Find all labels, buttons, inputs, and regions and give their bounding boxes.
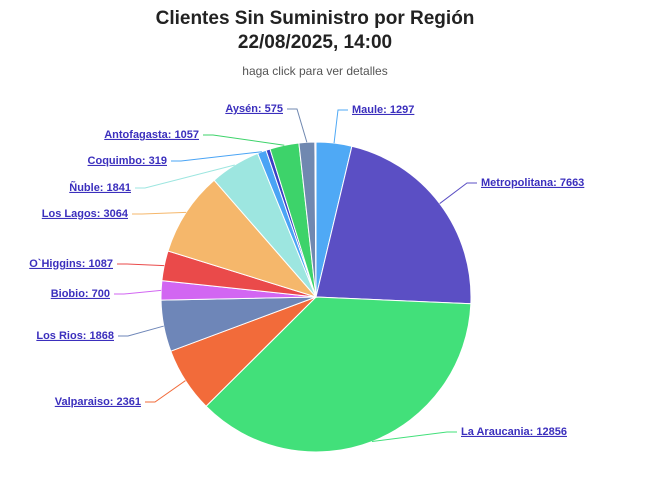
pie-slice[interactable] xyxy=(315,145,472,305)
leader-line xyxy=(203,134,285,146)
chart-title: 22/08/2025, 14:00 xyxy=(238,32,392,53)
data-label[interactable]: Valparaiso: 2361 xyxy=(55,396,141,408)
data-label[interactable]: Ñuble: 1841 xyxy=(69,181,131,194)
data-label[interactable]: Biobio: 700 xyxy=(51,288,110,300)
data-label[interactable]: Maule: 1297 xyxy=(352,104,414,116)
leader-line xyxy=(439,182,477,204)
pie-slice[interactable] xyxy=(314,141,317,298)
leader-line xyxy=(118,325,164,337)
data-label[interactable]: La Araucania: 12856 xyxy=(461,426,567,438)
data-label[interactable]: Antofagasta: 1057 xyxy=(104,129,199,141)
leader-line xyxy=(371,431,457,443)
leader-line xyxy=(135,164,235,189)
data-label[interactable]: Los Lagos: 3064 xyxy=(42,208,129,220)
leader-line xyxy=(333,109,348,144)
data-label[interactable]: Los Rios: 1868 xyxy=(36,330,114,342)
leader-line xyxy=(287,108,308,143)
pie-slice[interactable] xyxy=(205,296,472,453)
data-label[interactable]: Metropolitana: 7663 xyxy=(481,177,584,189)
chart-title: Clientes Sin Suministro por Región xyxy=(156,8,475,29)
leader-line xyxy=(117,263,165,267)
data-label[interactable]: Coquimbo: 319 xyxy=(88,155,167,167)
data-label[interactable]: Aysén: 575 xyxy=(225,103,283,115)
leader-line xyxy=(114,289,162,295)
leader-line xyxy=(145,380,186,403)
chart-subtitle: haga click para ver detalles xyxy=(242,64,387,78)
leader-line xyxy=(132,211,187,215)
leader-line xyxy=(171,151,262,162)
pie-slice[interactable] xyxy=(167,179,318,299)
data-label[interactable]: O`Higgins: 1087 xyxy=(29,258,113,270)
